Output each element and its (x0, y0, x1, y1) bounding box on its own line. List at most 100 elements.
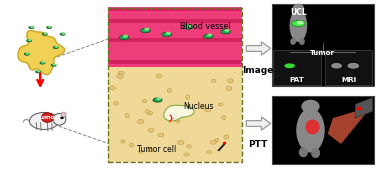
Ellipse shape (118, 71, 124, 74)
Ellipse shape (178, 141, 184, 144)
Ellipse shape (224, 135, 229, 139)
Polygon shape (218, 143, 226, 151)
Circle shape (119, 35, 129, 40)
Ellipse shape (311, 148, 320, 158)
Circle shape (31, 26, 33, 27)
Text: PAT: PAT (290, 77, 304, 83)
Ellipse shape (61, 112, 66, 117)
Ellipse shape (187, 145, 191, 148)
Ellipse shape (207, 151, 211, 154)
Circle shape (145, 28, 149, 30)
Circle shape (124, 35, 127, 37)
Ellipse shape (156, 74, 162, 78)
Text: UCL: UCL (290, 8, 307, 17)
Circle shape (40, 62, 45, 64)
Ellipse shape (218, 103, 223, 106)
Polygon shape (355, 98, 373, 118)
Ellipse shape (167, 89, 172, 92)
Polygon shape (164, 105, 194, 121)
Circle shape (157, 98, 161, 99)
Bar (108, 60, 242, 64)
Circle shape (153, 98, 162, 102)
Bar (108, 67, 242, 162)
Polygon shape (328, 106, 372, 144)
Circle shape (26, 53, 29, 54)
Circle shape (183, 25, 193, 29)
Polygon shape (18, 30, 65, 75)
Circle shape (348, 63, 359, 68)
Ellipse shape (296, 108, 325, 153)
Circle shape (49, 26, 51, 27)
Text: Tumor: Tumor (310, 50, 335, 56)
Ellipse shape (145, 109, 149, 114)
Ellipse shape (29, 112, 59, 130)
Ellipse shape (147, 148, 153, 152)
Circle shape (203, 34, 213, 39)
Bar (273, 50, 321, 85)
Circle shape (332, 64, 341, 68)
Ellipse shape (130, 143, 133, 147)
Ellipse shape (210, 141, 216, 144)
Circle shape (56, 46, 57, 47)
Circle shape (26, 40, 32, 42)
Ellipse shape (113, 101, 118, 105)
Circle shape (357, 108, 362, 110)
Bar (108, 8, 242, 67)
Polygon shape (246, 117, 271, 130)
Circle shape (297, 22, 303, 24)
Ellipse shape (117, 74, 123, 78)
Text: Tumor cell: Tumor cell (138, 145, 177, 154)
Circle shape (53, 64, 56, 65)
Text: Image: Image (243, 66, 274, 75)
Circle shape (221, 30, 231, 34)
Ellipse shape (42, 113, 53, 122)
Circle shape (284, 63, 295, 68)
Ellipse shape (110, 86, 115, 90)
Circle shape (53, 46, 58, 49)
Circle shape (60, 33, 65, 35)
Bar (108, 7, 242, 11)
Circle shape (61, 117, 63, 118)
Ellipse shape (290, 9, 307, 42)
Circle shape (166, 32, 170, 34)
Ellipse shape (299, 147, 308, 157)
Circle shape (46, 26, 52, 29)
Circle shape (29, 26, 34, 29)
Circle shape (51, 64, 56, 66)
Ellipse shape (305, 119, 320, 135)
Polygon shape (246, 42, 271, 55)
Circle shape (225, 29, 229, 31)
Ellipse shape (125, 114, 129, 118)
Ellipse shape (205, 108, 211, 112)
Bar (325, 50, 372, 85)
Ellipse shape (228, 79, 233, 83)
Text: Nucleus: Nucleus (184, 102, 214, 111)
Ellipse shape (299, 38, 305, 45)
Ellipse shape (53, 114, 66, 125)
Circle shape (208, 34, 212, 36)
Circle shape (291, 20, 305, 26)
Circle shape (36, 71, 40, 73)
Ellipse shape (186, 95, 189, 99)
Bar (108, 38, 242, 42)
Text: Tumor: Tumor (36, 115, 59, 120)
Bar (272, 4, 373, 86)
Ellipse shape (158, 133, 164, 137)
Circle shape (62, 33, 64, 34)
Bar (272, 96, 373, 164)
Ellipse shape (148, 128, 154, 132)
Ellipse shape (142, 99, 147, 103)
Circle shape (24, 53, 29, 55)
Circle shape (38, 71, 40, 72)
Ellipse shape (138, 150, 143, 153)
Ellipse shape (184, 153, 189, 156)
Ellipse shape (293, 4, 304, 14)
Circle shape (162, 33, 172, 37)
Circle shape (42, 33, 47, 35)
Circle shape (188, 25, 192, 26)
Ellipse shape (226, 86, 232, 91)
Ellipse shape (211, 79, 216, 82)
Ellipse shape (121, 140, 125, 143)
Ellipse shape (301, 100, 320, 113)
Ellipse shape (290, 38, 296, 45)
